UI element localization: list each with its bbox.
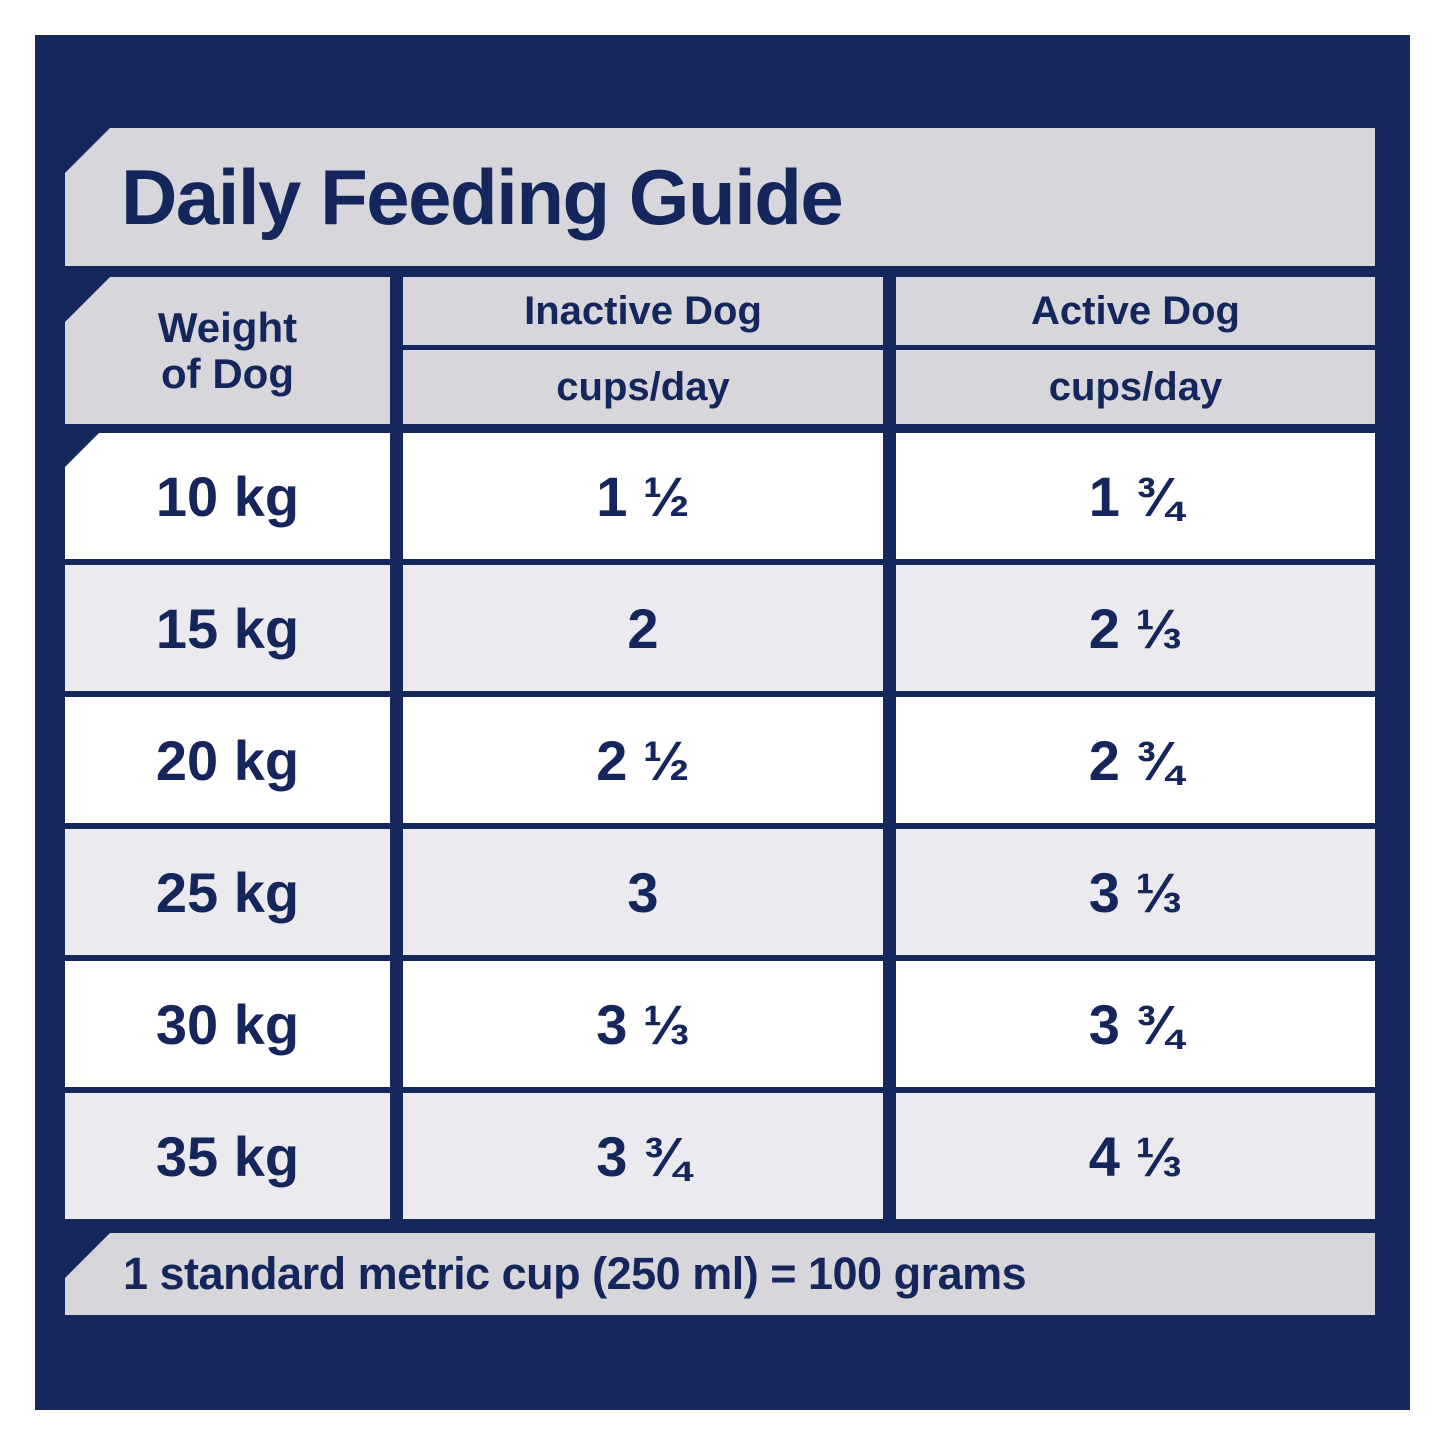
table-row: 25 kg 3 3 ⅓: [65, 829, 1375, 955]
table-row: 35 kg 3 ¾ 4 ⅓: [65, 1093, 1375, 1219]
inactive-cups-per-day-subheader: cups/day: [556, 364, 730, 409]
table-body: 10 kg 1 ½ 1 ¾ 15 kg 2 2 ⅓ 20 kg 2 ½ 2 ¾ …: [65, 433, 1375, 1219]
weight-header-line2: of Dog: [161, 349, 294, 397]
page-title: Daily Feeding Guide: [121, 152, 844, 241]
weight-cell: 30 kg: [65, 961, 390, 1087]
active-value-cell: 1 ¾: [896, 433, 1375, 559]
title-banner: Daily Feeding Guide: [65, 128, 1375, 266]
inactive-value-cell: 3 ⅓: [403, 961, 883, 1087]
active-cups-per-day-subheader: cups/day: [1048, 364, 1223, 409]
cup-conversion-note: 1 standard metric cup (250 ml) = 100 gra…: [123, 1248, 1027, 1299]
header-weight-cell: Weight of Dog: [65, 277, 390, 424]
active-value-cell: 3 ¾: [896, 961, 1375, 1087]
active-value-cell: 3 ⅓: [896, 829, 1375, 955]
table-row: 30 kg 3 ⅓ 3 ¾: [65, 961, 1375, 1087]
table-row: 10 kg 1 ½ 1 ¾: [65, 433, 1375, 559]
table-row: 15 kg 2 2 ⅓: [65, 565, 1375, 691]
active-value-cell: 4 ⅓: [896, 1093, 1375, 1219]
weight-cell: 10 kg: [65, 433, 390, 559]
table-header-row: Weight of Dog Inactive Dog cups/day Acti…: [65, 277, 1375, 424]
footer-note-banner: 1 standard metric cup (250 ml) = 100 gra…: [65, 1233, 1375, 1315]
header-inactive-cell: Inactive Dog cups/day: [403, 277, 883, 424]
active-dog-header: Active Dog: [896, 277, 1375, 350]
active-value-cell: 2 ¾: [896, 697, 1375, 823]
inactive-value-cell: 1 ½: [403, 433, 883, 559]
weight-cell: 25 kg: [65, 829, 390, 955]
inactive-dog-header: Inactive Dog: [403, 277, 883, 350]
weight-header-line1: Weight: [157, 304, 298, 352]
inactive-value-cell: 2: [403, 565, 883, 691]
inactive-value-cell: 3 ¾: [403, 1093, 883, 1219]
feeding-guide-panel: Daily Feeding Guide Weight of Dog Inacti…: [35, 35, 1410, 1410]
inactive-value-cell: 3: [403, 829, 883, 955]
weight-cell: 15 kg: [65, 565, 390, 691]
active-value-cell: 2 ⅓: [896, 565, 1375, 691]
weight-cell: 20 kg: [65, 697, 390, 823]
inactive-value-cell: 2 ½: [403, 697, 883, 823]
weight-cell: 35 kg: [65, 1093, 390, 1219]
table-row: 20 kg 2 ½ 2 ¾: [65, 697, 1375, 823]
header-active-cell: Active Dog cups/day: [896, 277, 1375, 424]
